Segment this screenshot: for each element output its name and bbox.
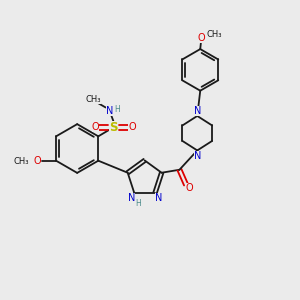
Text: O: O xyxy=(33,156,41,166)
Text: N: N xyxy=(128,193,135,203)
Text: H: H xyxy=(114,105,120,114)
Text: N: N xyxy=(106,106,113,116)
Text: H: H xyxy=(135,200,141,208)
Text: O: O xyxy=(197,33,205,43)
Text: O: O xyxy=(92,122,99,132)
Text: N: N xyxy=(194,151,202,161)
Text: O: O xyxy=(128,122,136,132)
Text: CH₃: CH₃ xyxy=(206,30,222,39)
Text: O: O xyxy=(185,183,193,193)
Text: N: N xyxy=(194,106,202,116)
Text: CH₃: CH₃ xyxy=(85,95,101,104)
Text: CH₃: CH₃ xyxy=(14,157,29,166)
Text: N: N xyxy=(155,193,162,203)
Text: S: S xyxy=(110,121,118,134)
